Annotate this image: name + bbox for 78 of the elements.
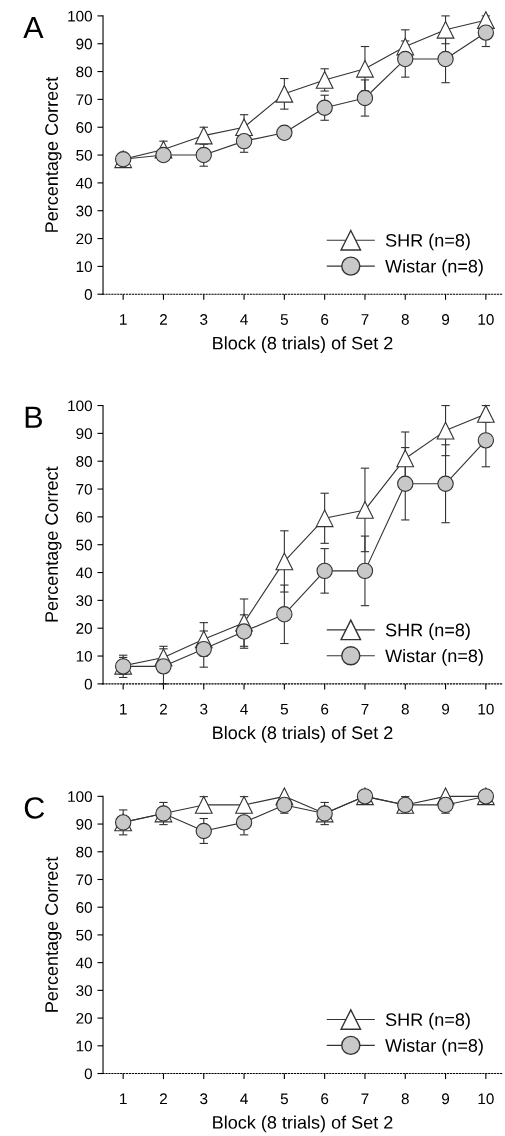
y-axis-title: Percentage Correct xyxy=(45,856,62,1012)
x-tick-label: 2 xyxy=(159,703,167,715)
x-tick-label: 5 xyxy=(280,1093,288,1105)
y-tick-label: 20 xyxy=(76,623,93,634)
y-tick-label: 50 xyxy=(76,929,93,941)
y-tick-label: 100 xyxy=(68,10,93,22)
y-tick-label: 70 xyxy=(76,483,93,495)
legend-label: Wistar (n=8) xyxy=(385,648,483,666)
x-tick-label: 1 xyxy=(120,1093,127,1105)
y-tick-label: 90 xyxy=(76,818,93,830)
x-tick-label: 5 xyxy=(280,703,288,715)
y-tick-label: 60 xyxy=(76,122,93,133)
x-tick-label: 4 xyxy=(240,703,248,715)
y-tick-label: 10 xyxy=(76,261,93,273)
y-tick-label: 0 xyxy=(84,289,93,300)
y-tick-label: 50 xyxy=(76,539,93,551)
x-tick-label: 7 xyxy=(361,703,369,715)
x-tick-label: 6 xyxy=(321,1093,329,1105)
y-tick-label: 50 xyxy=(76,149,93,161)
y-axis-title: Percentage Correct xyxy=(45,466,62,622)
x-tick-label: 8 xyxy=(401,314,409,325)
y-tick-label: 0 xyxy=(84,1068,93,1080)
legend-label: SHR (n=8) xyxy=(385,1012,470,1030)
y-tick-label: 90 xyxy=(76,428,93,440)
chart-title: B xyxy=(25,406,42,428)
legend-label: SHR (n=8) xyxy=(385,623,470,640)
x-tick-label: 4 xyxy=(240,1093,248,1105)
x-tick-label: 9 xyxy=(442,1093,450,1105)
y-tick-label: 30 xyxy=(76,595,93,607)
y-tick-label: 90 xyxy=(76,38,93,50)
y-tick-label: 10 xyxy=(76,650,93,662)
x-tick-label: 9 xyxy=(442,703,450,715)
y-tick-label: 40 xyxy=(75,957,93,969)
chart-title: A xyxy=(23,17,44,39)
y-tick-label: 40 xyxy=(75,177,93,189)
y-tick-label: 0 xyxy=(84,678,93,690)
x-tick-label: 1 xyxy=(120,703,127,715)
x-tick-label: 7 xyxy=(361,1093,369,1105)
x-tick-label: 2 xyxy=(159,314,167,325)
x-tick-label: 8 xyxy=(401,1093,409,1105)
x-axis-title: Block (8 trials) of Set 2 xyxy=(213,1115,393,1133)
x-tick-label: 1 xyxy=(120,314,127,325)
x-tick-label: 4 xyxy=(240,314,248,325)
x-tick-label: 6 xyxy=(321,703,329,715)
x-axis-title: Block (8 trials) of Set 2 xyxy=(213,725,393,743)
x-axis-title: Block (8 trials) of Set 2 xyxy=(213,336,393,354)
x-tick-label: 10 xyxy=(478,314,494,325)
y-tick-label: 80 xyxy=(76,66,93,78)
y-tick-label: 100 xyxy=(68,791,93,803)
y-axis-title: Percentage Correct xyxy=(45,76,62,232)
x-tick-label: 8 xyxy=(401,703,409,715)
legend-label: SHR (n=8) xyxy=(385,233,470,251)
y-tick-label: 60 xyxy=(76,902,93,913)
y-tick-label: 70 xyxy=(76,94,93,106)
y-tick-label: 30 xyxy=(76,205,93,217)
x-tick-label: 7 xyxy=(361,314,369,325)
y-tick-label: 30 xyxy=(76,985,93,997)
legend-label: Wistar (n=8) xyxy=(385,259,483,277)
y-tick-label: 100 xyxy=(68,400,93,412)
y-tick-label: 60 xyxy=(76,511,93,523)
y-tick-label: 40 xyxy=(75,567,93,579)
y-tick-label: 70 xyxy=(76,874,93,886)
x-tick-label: 5 xyxy=(280,314,288,325)
y-tick-label: 80 xyxy=(76,456,93,467)
x-tick-label: 3 xyxy=(200,703,208,715)
y-tick-label: 20 xyxy=(76,1012,93,1024)
x-tick-label: 10 xyxy=(478,703,494,715)
x-tick-label: 10 xyxy=(478,1093,494,1105)
chart-title: C xyxy=(24,797,45,819)
x-tick-label: 3 xyxy=(200,314,208,325)
x-tick-label: 9 xyxy=(442,314,450,325)
legend-label: Wistar (n=8) xyxy=(385,1038,483,1056)
x-tick-label: 3 xyxy=(200,1093,208,1105)
x-tick-label: 6 xyxy=(321,314,329,325)
y-tick-label: 20 xyxy=(76,233,93,245)
x-tick-label: 2 xyxy=(159,1093,167,1105)
y-tick-label: 10 xyxy=(76,1040,93,1052)
y-tick-label: 80 xyxy=(76,846,93,858)
